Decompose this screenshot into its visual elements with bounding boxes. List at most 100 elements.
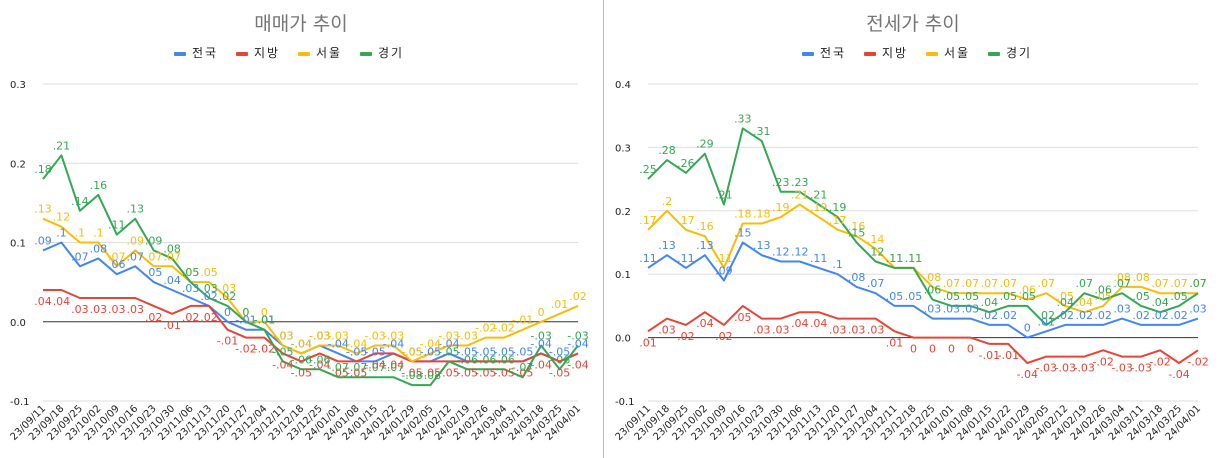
- data-label-local: 0: [948, 343, 955, 356]
- data-label-local: -.04: [383, 358, 404, 371]
- data-label-local: -.05: [512, 366, 533, 379]
- legend-label-seoul: 서울: [944, 46, 970, 60]
- data-label-nation: .02: [200, 290, 218, 303]
- data-label-local: -.04: [272, 358, 293, 371]
- data-label-local: .03: [753, 324, 771, 337]
- data-label-local: .04: [53, 295, 71, 308]
- legend-item-nation: 전국: [174, 46, 216, 60]
- data-label-seoul: .07: [962, 277, 980, 290]
- data-label-seoul: .1: [75, 227, 86, 240]
- legend-item-local: 지방: [236, 46, 278, 60]
- data-label-nation: .13: [696, 239, 714, 252]
- data-label-gyeonggi: .11: [886, 252, 904, 265]
- y-tick-label: -0.1: [615, 397, 635, 408]
- data-label-gyeonggi: .09: [145, 234, 163, 247]
- data-label-seoul: .07: [1000, 277, 1018, 290]
- data-label-nation: .08: [90, 242, 108, 255]
- data-label-seoul: -.03: [438, 330, 459, 343]
- data-label-local: 0: [929, 343, 936, 356]
- data-label-local: -.02: [235, 343, 256, 356]
- data-label-gyeonggi: -.06: [493, 353, 514, 366]
- data-label-local: -.05: [346, 366, 367, 379]
- y-tick-label: 0.2: [10, 159, 26, 170]
- data-label-gyeonggi: .18: [34, 163, 52, 176]
- series-line-local: [43, 289, 579, 363]
- data-label-nation: .08: [848, 271, 866, 284]
- data-label-local: .03: [867, 324, 885, 337]
- data-label-seoul: .17: [829, 214, 847, 227]
- legend-item-local: 지방: [864, 46, 908, 60]
- data-label-gyeonggi: -.07: [364, 361, 385, 374]
- data-label-gyeonggi: .11: [905, 252, 923, 265]
- data-label-seoul: .2: [662, 195, 673, 208]
- data-label-local: -.02: [1187, 355, 1208, 368]
- data-label-nation: -.05: [420, 345, 441, 358]
- data-label-local: -.04: [364, 358, 385, 371]
- data-label-seoul: -.04: [291, 337, 312, 350]
- data-label-seoul: .05: [1094, 290, 1112, 303]
- data-label-seoul: .07: [163, 250, 181, 263]
- data-label-gyeonggi: .05: [182, 266, 200, 279]
- data-label-gyeonggi: 0: [242, 306, 249, 319]
- data-label-local: .05: [734, 311, 752, 324]
- data-label-seoul: .17: [639, 214, 657, 227]
- data-label-nation: -.05: [549, 345, 570, 358]
- sale-price-chart-panel: 매매가 추이 전국 지방 서울 경기 -0.1 0.0 0.1 0.2 0.3 23/09/11 23…: [0, 0, 603, 458]
- legend-swatch-gyeonggi: [360, 52, 372, 56]
- data-label-seoul: .05: [182, 266, 200, 279]
- data-label-nation: -.03: [272, 330, 293, 343]
- data-label-seoul: .12: [53, 211, 71, 224]
- series-line-gyeonggi: [42, 154, 579, 387]
- data-label-local: .03: [848, 324, 866, 337]
- data-label-gyeonggi: .26: [677, 157, 695, 170]
- legend-item-gyeonggi: 경기: [988, 46, 1030, 60]
- legend-label-nation: 전국: [820, 46, 846, 60]
- data-label-gyeonggi: .04: [1056, 296, 1074, 309]
- legend-label-local: 지방: [882, 46, 908, 60]
- legend-swatch-local: [236, 52, 248, 56]
- data-label-nation: -.05: [457, 345, 478, 358]
- legend-item-seoul: 서울: [926, 46, 970, 60]
- data-label-gyeonggi: .13: [126, 203, 144, 216]
- data-label-gyeonggi: -.06: [475, 353, 496, 366]
- data-label-gyeonggi: .05: [1132, 290, 1150, 303]
- data-label-local: -.01: [998, 349, 1019, 362]
- data-label-local: .02: [200, 311, 218, 324]
- data-label-local: -.02: [1149, 355, 1170, 368]
- data-label-local: -.05: [549, 366, 570, 379]
- y-tick-label: 0.1: [615, 270, 631, 281]
- data-label-gyeonggi: -.01: [254, 314, 275, 327]
- data-label-gyeonggi: .07: [1189, 277, 1207, 290]
- legend-swatch-gyeonggi: [988, 52, 1000, 56]
- y-tick-label: 0.4: [615, 80, 631, 91]
- data-label-nation: -.04: [530, 337, 551, 350]
- legend-label-seoul: 서울: [316, 46, 342, 60]
- data-label-nation: .02: [1075, 309, 1093, 322]
- data-label-seoul: .18: [753, 207, 771, 220]
- data-label-nation: .03: [1189, 303, 1207, 316]
- data-label-gyeonggi: .23: [772, 176, 790, 189]
- data-label-nation: .11: [639, 252, 657, 265]
- data-label-gyeonggi: .07: [1113, 277, 1131, 290]
- data-label-gyeonggi: -.03: [567, 330, 588, 343]
- data-label-seoul: 0: [242, 306, 249, 319]
- data-label-seoul: -.02: [493, 322, 514, 335]
- data-label-seoul: .07: [943, 277, 961, 290]
- data-label-nation: .03: [943, 303, 961, 316]
- y-tick-label: 0.0: [10, 318, 26, 329]
- data-label-seoul: -.03: [327, 330, 348, 343]
- data-label-gyeonggi: .15: [848, 227, 866, 240]
- legend-item-nation: 전국: [802, 46, 846, 60]
- data-label-local: -.05: [401, 366, 422, 379]
- data-label-local: .02: [715, 330, 733, 343]
- data-label-local: -.04: [530, 358, 551, 371]
- data-label-gyeonggi: -.06: [309, 353, 330, 366]
- data-label-seoul: .11: [905, 252, 923, 265]
- data-label-seoul: .03: [219, 282, 237, 295]
- data-label-nation: .1: [832, 258, 843, 271]
- data-label-nation: .12: [791, 246, 809, 259]
- data-label-gyeonggi: .06: [924, 284, 942, 297]
- data-label-nation: 0: [1024, 322, 1031, 335]
- data-label-seoul: .07: [981, 277, 999, 290]
- data-label-local: .03: [108, 303, 126, 316]
